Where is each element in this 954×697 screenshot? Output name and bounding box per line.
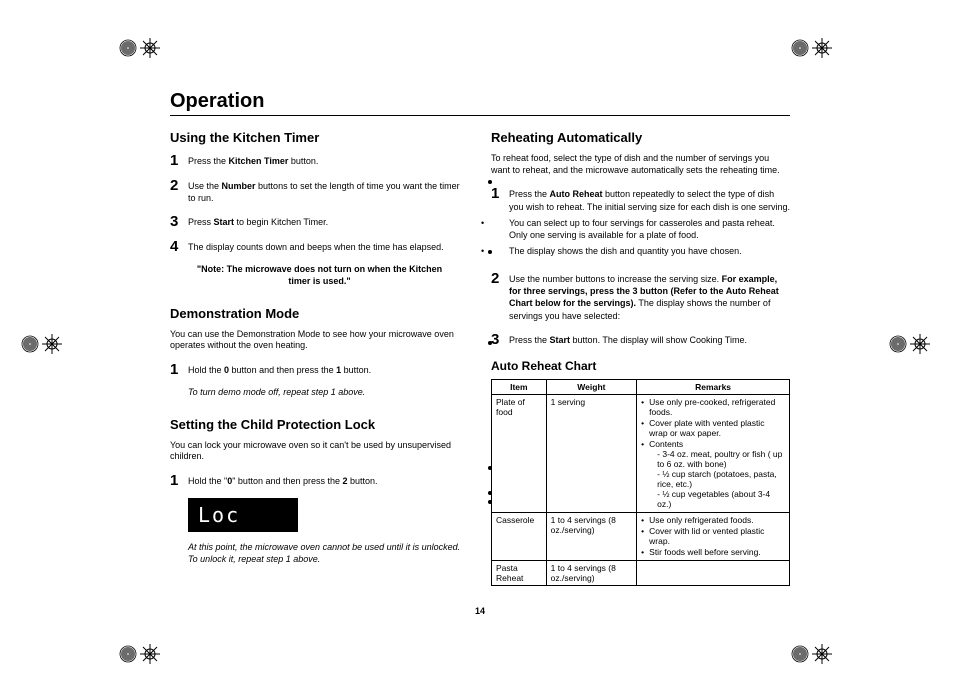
step-number: 3 xyxy=(170,214,188,229)
step-item: 1Hold the 0 button and then press the 1 … xyxy=(170,362,469,377)
reheat-intro: To reheat food, select the type of dish … xyxy=(491,153,790,176)
registration-mark-icon xyxy=(118,640,166,668)
step-text: Press the Auto Reheat button repeatedly … xyxy=(509,186,790,261)
remark-bullet: Use only pre-cooked, refrigerated foods. xyxy=(649,397,785,417)
registration-mark-icon xyxy=(888,330,936,358)
registration-mark-icon xyxy=(20,330,68,358)
cell-remarks: Use only refrigerated foods.Cover with l… xyxy=(637,512,790,560)
step-text: Press the Start button. The display will… xyxy=(509,332,790,346)
step-item: 2Use the number buttons to increase the … xyxy=(491,271,790,322)
step-number: 2 xyxy=(491,271,509,286)
page-number: 14 xyxy=(170,606,790,616)
kitchen-timer-steps: 1Press the Kitchen Timer button.2Use the… xyxy=(170,153,469,254)
child-lock-steps: 1Hold the "0" button and then press the … xyxy=(170,473,469,488)
step-item: 3Press the Start button. The display wil… xyxy=(491,332,790,347)
registration-mark-icon xyxy=(790,34,838,62)
kitchen-timer-note: "Note: The microwave does not turn on wh… xyxy=(190,264,449,287)
cell-weight: 1 to 4 servings (8 oz./serving) xyxy=(546,560,637,585)
table-row: Plate of food1 servingUse only pre-cooke… xyxy=(492,394,790,512)
step-item: 3Press Start to begin Kitchen Timer. xyxy=(170,214,469,229)
step-text: Press Start to begin Kitchen Timer. xyxy=(188,214,469,228)
remark-bullet: Cover with lid or vented plastic wrap. xyxy=(649,526,785,546)
step-text: Use the Number buttons to set the length… xyxy=(188,178,469,204)
table-header: Item xyxy=(492,379,547,394)
cell-weight: 1 serving xyxy=(546,394,637,512)
reheat-steps: 1Press the Auto Reheat button repeatedly… xyxy=(491,186,790,346)
registration-mark-icon xyxy=(790,640,838,668)
remark-bullet: Contents3-4 oz. meat, poultry or fish ( … xyxy=(649,439,785,509)
step-sub-bullet: The display shows the dish and quantity … xyxy=(509,245,790,257)
step-text: The display counts down and beeps when t… xyxy=(188,239,469,253)
step-text: Use the number buttons to increase the s… xyxy=(509,271,790,322)
cell-remarks: Use only pre-cooked, refrigerated foods.… xyxy=(637,394,790,512)
remark-sub: 3-4 oz. meat, poultry or fish ( up to 6 … xyxy=(657,449,785,469)
step-number: 2 xyxy=(170,178,188,193)
table-header: Weight xyxy=(546,379,637,394)
table-row: Casserole1 to 4 servings (8 oz./serving)… xyxy=(492,512,790,560)
child-lock-intro: You can lock your microwave oven so it c… xyxy=(170,440,469,463)
table-row: Pasta Reheat1 to 4 servings (8 oz./servi… xyxy=(492,560,790,585)
step-number: 1 xyxy=(170,153,188,168)
cell-remarks xyxy=(637,560,790,585)
heading-reheat-auto: Reheating Automatically xyxy=(491,130,790,145)
step-number: 4 xyxy=(170,239,188,254)
auto-reheat-table: ItemWeightRemarks Plate of food1 serving… xyxy=(491,379,790,586)
table-header: Remarks xyxy=(637,379,790,394)
step-sub-bullet: You can select up to four servings for c… xyxy=(509,217,790,241)
step-number: 3 xyxy=(491,332,509,347)
page-title: Operation xyxy=(170,90,790,116)
step-number: 1 xyxy=(170,362,188,377)
step-text: Hold the "0" button and then press the 2… xyxy=(188,473,469,487)
demo-steps: 1Hold the 0 button and then press the 1 … xyxy=(170,362,469,377)
page-content: Operation Using the Kitchen Timer 1Press… xyxy=(170,90,790,586)
step-text: Hold the 0 button and then press the 1 b… xyxy=(188,362,469,376)
cell-item: Casserole xyxy=(492,512,547,560)
step-item: 1Hold the "0" button and then press the … xyxy=(170,473,469,488)
remark-bullet: Use only refrigerated foods. xyxy=(649,515,785,525)
cell-item: Plate of food xyxy=(492,394,547,512)
right-column: Reheating Automatically To reheat food, … xyxy=(491,130,790,586)
heading-reheat-chart: Auto Reheat Chart xyxy=(491,359,790,373)
step-text: Press the Kitchen Timer button. xyxy=(188,153,469,167)
remark-bullet: Stir foods well before serving. xyxy=(649,547,785,557)
step-number: 1 xyxy=(170,473,188,488)
demo-intro: You can use the Demonstration Mode to se… xyxy=(170,329,469,352)
cell-item: Pasta Reheat xyxy=(492,560,547,585)
loc-display: Loc xyxy=(188,498,298,532)
registration-mark-icon xyxy=(118,34,166,62)
remark-sub: ½ cup vegetables (about 3-4 oz.) xyxy=(657,489,785,509)
demo-italic-note: To turn demo mode off, repeat step 1 abo… xyxy=(188,387,469,399)
remark-bullet: Cover plate with vented plastic wrap or … xyxy=(649,418,785,438)
child-lock-italic-note: At this point, the microwave oven cannot… xyxy=(188,542,469,565)
step-item: 2Use the Number buttons to set the lengt… xyxy=(170,178,469,204)
heading-child-lock: Setting the Child Protection Lock xyxy=(170,417,469,432)
step-item: 1Press the Auto Reheat button repeatedly… xyxy=(491,186,790,261)
left-column: Using the Kitchen Timer 1Press the Kitch… xyxy=(170,130,469,586)
remark-sub: ½ cup starch (potatoes, pasta, rice, etc… xyxy=(657,469,785,489)
step-number: 1 xyxy=(491,186,509,201)
step-item: 1Press the Kitchen Timer button. xyxy=(170,153,469,168)
cell-weight: 1 to 4 servings (8 oz./serving) xyxy=(546,512,637,560)
heading-kitchen-timer: Using the Kitchen Timer xyxy=(170,130,469,145)
heading-demo-mode: Demonstration Mode xyxy=(170,306,469,321)
step-item: 4The display counts down and beeps when … xyxy=(170,239,469,254)
